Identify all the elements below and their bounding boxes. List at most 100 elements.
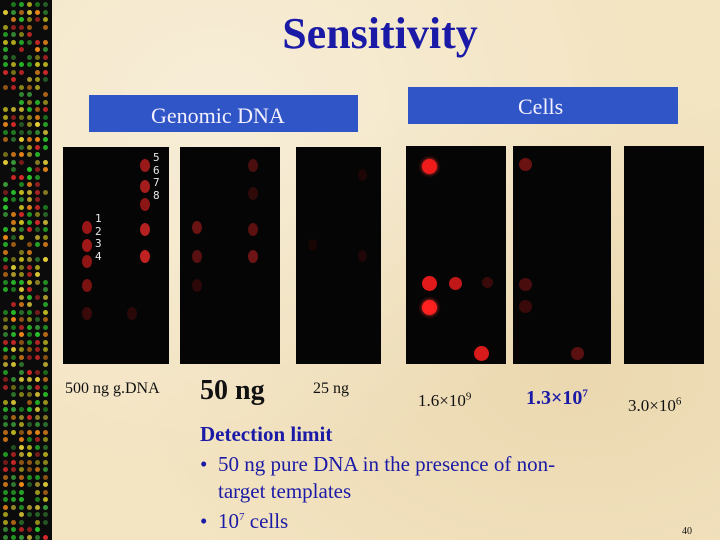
strip-dot xyxy=(35,145,40,150)
cells-suffix: cells xyxy=(245,509,289,533)
strip-dot xyxy=(35,212,40,217)
array-panel-25ng xyxy=(296,147,381,364)
strip-dot xyxy=(3,152,8,157)
strip-dot xyxy=(35,467,40,472)
strip-dot xyxy=(27,227,32,232)
array-spot xyxy=(127,307,137,320)
bullet-item: • xyxy=(200,451,207,478)
strip-dot xyxy=(43,370,48,375)
strip-dot xyxy=(35,197,40,202)
strip-dot xyxy=(19,340,24,345)
array-spot xyxy=(308,239,317,251)
strip-dot xyxy=(3,475,8,480)
strip-dot xyxy=(11,197,16,202)
strip-dot xyxy=(43,205,48,210)
strip-dot xyxy=(19,220,24,225)
array-spot xyxy=(422,300,437,315)
strip-dot xyxy=(19,407,24,412)
strip-dot xyxy=(19,475,24,480)
strip-dot xyxy=(27,92,32,97)
strip-dot xyxy=(27,190,32,195)
strip-dot xyxy=(11,467,16,472)
strip-dot xyxy=(35,415,40,420)
strip-dot xyxy=(43,295,48,300)
strip-dot xyxy=(27,85,32,90)
strip-dot xyxy=(11,175,16,180)
strip-dot xyxy=(43,437,48,442)
strip-dot xyxy=(43,160,48,165)
strip-dot xyxy=(3,115,8,120)
strip-dot xyxy=(19,227,24,232)
array-spot xyxy=(248,187,258,200)
strip-dot xyxy=(35,257,40,262)
strip-dot xyxy=(27,122,32,127)
strip-dot xyxy=(35,482,40,487)
strip-dot xyxy=(35,505,40,510)
label-500ng-gdna: 500 ng g.DNA xyxy=(65,380,160,398)
strip-dot xyxy=(35,242,40,247)
strip-dot xyxy=(35,70,40,75)
strip-dot xyxy=(35,332,40,337)
strip-dot xyxy=(43,130,48,135)
strip-dot xyxy=(11,152,16,157)
row-number: 7 xyxy=(153,177,160,190)
cells-base: 10 xyxy=(218,509,239,533)
strip-dot xyxy=(27,332,32,337)
strip-dot xyxy=(35,475,40,480)
label-cells-1.6e9: 1.6×109 xyxy=(418,391,471,411)
strip-dot xyxy=(35,130,40,135)
strip-dot xyxy=(3,197,8,202)
strip-dot xyxy=(19,415,24,420)
strip-dot xyxy=(35,377,40,382)
row-number: 4 xyxy=(95,251,102,264)
strip-dot xyxy=(43,512,48,517)
array-spot xyxy=(474,346,489,361)
strip-dot xyxy=(3,460,8,465)
strip-dot xyxy=(11,475,16,480)
bullet-text: 107 cells xyxy=(218,508,288,535)
strip-dot xyxy=(43,475,48,480)
strip-dot xyxy=(19,490,24,495)
strip-dot xyxy=(19,302,24,307)
strip-dot xyxy=(27,505,32,510)
bullet-item: • xyxy=(200,508,207,535)
strip-dot xyxy=(43,422,48,427)
strip-dot xyxy=(35,355,40,360)
strip-dot xyxy=(19,310,24,315)
label-base: 1.6 xyxy=(418,391,439,410)
row-number: 1 xyxy=(95,213,102,226)
strip-dot xyxy=(35,437,40,442)
row-number: 8 xyxy=(153,190,160,203)
strip-dot xyxy=(11,137,16,142)
strip-dot xyxy=(11,392,16,397)
strip-dot xyxy=(19,257,24,262)
strip-dot xyxy=(11,445,16,450)
strip-dot xyxy=(3,85,8,90)
strip-dot xyxy=(27,310,32,315)
strip-dot xyxy=(19,370,24,375)
array-spot xyxy=(140,180,150,193)
strip-dot xyxy=(27,182,32,187)
strip-dot xyxy=(3,280,8,285)
strip-dot xyxy=(11,407,16,412)
detection-limit-heading: Detection limit xyxy=(200,422,332,447)
strip-dot xyxy=(19,317,24,322)
strip-dot xyxy=(27,287,32,292)
strip-dot xyxy=(27,295,32,300)
strip-dot xyxy=(27,415,32,420)
strip-dot xyxy=(43,287,48,292)
strip-dot xyxy=(43,355,48,360)
strip-dot xyxy=(11,490,16,495)
strip-dot xyxy=(27,512,32,517)
strip-dot xyxy=(19,452,24,457)
strip-dot xyxy=(11,527,16,532)
strip-dot xyxy=(43,377,48,382)
strip-dot xyxy=(27,220,32,225)
strip-dot xyxy=(11,272,16,277)
cells-header: Cells xyxy=(408,87,678,124)
bullet-line: 50 ng pure DNA in the presence of non- xyxy=(218,451,618,478)
strip-dot xyxy=(3,287,8,292)
strip-dot xyxy=(11,242,16,247)
strip-dot xyxy=(27,257,32,262)
